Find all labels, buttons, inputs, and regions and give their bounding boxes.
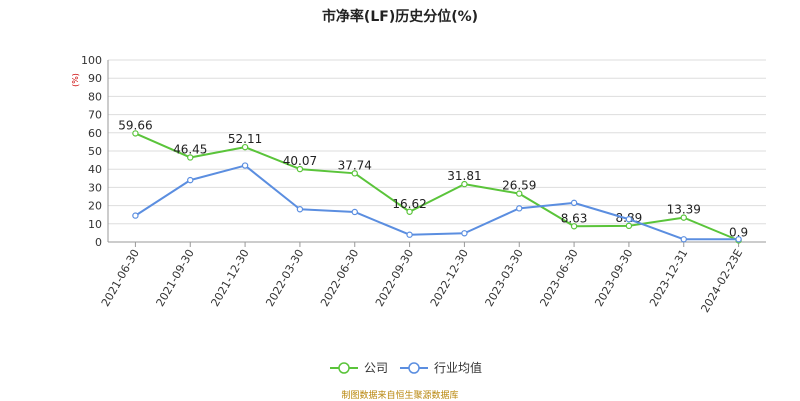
legend-swatch-marker — [338, 362, 350, 374]
y-tick-label: 30 — [88, 181, 102, 194]
y-tick-label: 60 — [88, 127, 102, 140]
series-point-1 — [735, 236, 742, 243]
series-point-0 — [241, 143, 249, 151]
x-tick-label: 2022-06-30 — [318, 247, 361, 309]
data-label: 52.11 — [228, 132, 262, 146]
series-point-1 — [680, 236, 687, 243]
y-unit-label: (%) — [71, 73, 80, 87]
x-tick-label: 2021-12-30 — [208, 247, 251, 309]
y-tick-label: 50 — [88, 145, 102, 158]
series-point-0 — [461, 180, 468, 188]
series-point-1 — [461, 230, 468, 237]
data-label: 0.9 — [729, 225, 748, 239]
series-point-0 — [187, 154, 194, 161]
legend-swatch-marker — [408, 362, 420, 374]
x-tick-label: 2023-09-30 — [592, 247, 635, 309]
data-label: 13.39 — [667, 203, 701, 217]
y-tick-label: 0 — [95, 236, 102, 249]
y-tick-label: 80 — [88, 90, 102, 103]
data-label: 8.63 — [561, 211, 588, 225]
series-point-1 — [351, 208, 358, 216]
data-label: 46.45 — [173, 142, 207, 156]
x-tick-label: 2021-09-30 — [154, 247, 197, 309]
series-point-0 — [132, 130, 139, 137]
series-point-1 — [570, 199, 578, 207]
x-tick-label: 2023-12-31 — [647, 247, 690, 309]
data-label: 26.59 — [502, 179, 536, 193]
x-tick-label: 2022-12-30 — [428, 247, 471, 309]
x-tick-label: 2023-03-30 — [483, 247, 526, 309]
x-tick-label: 2023-06-30 — [537, 247, 580, 309]
x-tick-label: 2024-02-23E — [698, 247, 745, 315]
series-point-1 — [187, 176, 194, 184]
series-point-1 — [625, 216, 633, 223]
chart-title: 市净率(LF)历史分位(%) — [321, 9, 479, 25]
y-tick-label: 20 — [88, 200, 102, 213]
series-point-0 — [625, 222, 633, 230]
data-label: 40.07 — [283, 154, 317, 168]
y-tick-label: 70 — [88, 109, 102, 122]
series-point-1 — [132, 212, 139, 219]
series-point-0 — [296, 165, 304, 173]
data-label: 31.81 — [447, 169, 481, 183]
data-label: 16.62 — [392, 197, 426, 211]
x-tick-label: 2022-09-30 — [373, 247, 416, 309]
series-point-1 — [516, 205, 523, 212]
y-tick-label: 90 — [88, 72, 102, 85]
series-point-0 — [570, 223, 578, 230]
data-label: 59.66 — [118, 118, 152, 132]
y-tick-label: 40 — [88, 163, 102, 176]
x-tick-label: 2021-06-30 — [99, 247, 142, 309]
legend-label: 公司 — [364, 361, 388, 375]
legend-item-0: 公司 — [330, 361, 388, 375]
series-point-0 — [406, 208, 413, 215]
series-point-0 — [351, 170, 358, 177]
series-point-1 — [296, 206, 304, 213]
source-note: 制图数据来自恒生聚源数据库 — [341, 391, 459, 401]
y-tick-label: 10 — [88, 218, 102, 231]
series-point-1 — [406, 231, 413, 238]
legend-item-1: 行业均值 — [400, 360, 482, 375]
series-line-1 — [134, 164, 739, 241]
y-tick-label: 100 — [81, 54, 102, 67]
series-point-0 — [516, 190, 523, 197]
x-tick-label: 2022-03-30 — [263, 247, 306, 309]
legend-label: 行业均值 — [434, 360, 482, 375]
series-point-1 — [241, 162, 249, 169]
series-line-0 — [135, 132, 739, 242]
series-point-0 — [680, 214, 687, 221]
data-label: 37.74 — [338, 158, 372, 172]
